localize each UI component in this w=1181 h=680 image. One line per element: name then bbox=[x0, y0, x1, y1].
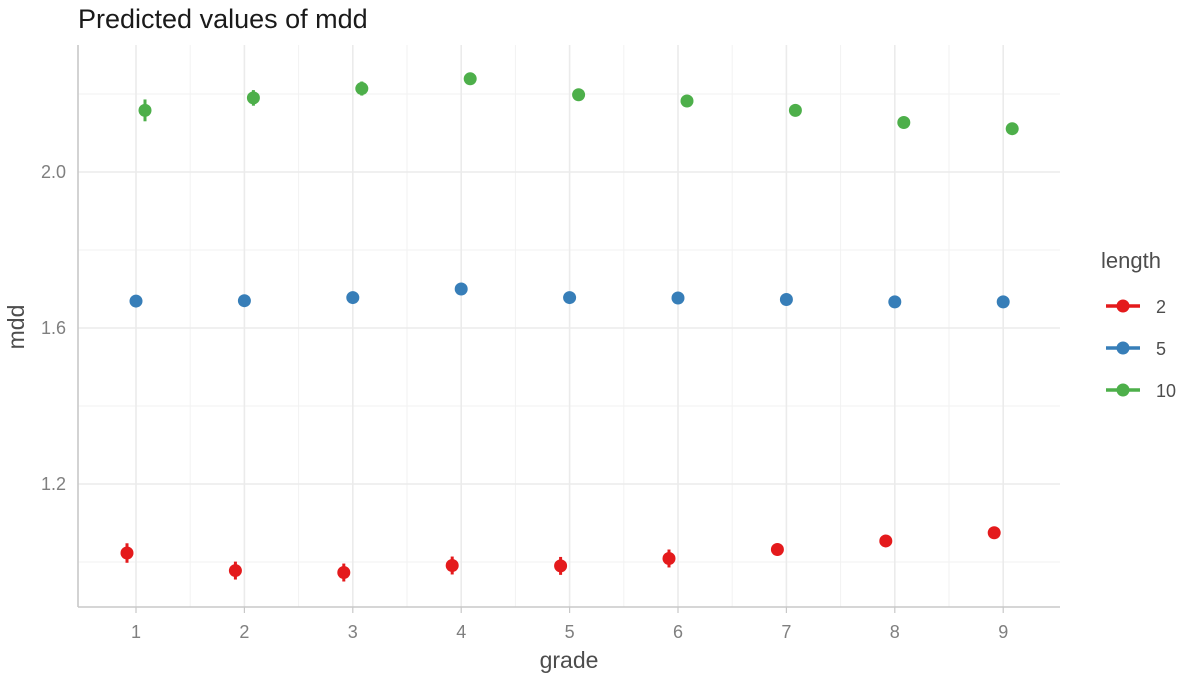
y-tick-label: 1.2 bbox=[41, 474, 66, 494]
legend-label: 10 bbox=[1156, 381, 1176, 401]
data-point bbox=[1005, 122, 1019, 136]
data-point bbox=[228, 564, 242, 578]
x-tick-label: 5 bbox=[565, 622, 575, 642]
legend-key-point bbox=[1116, 383, 1130, 397]
data-point bbox=[671, 291, 685, 305]
axes: 1.2 1.6 2.0 1 2 3 4 5 6 7 8 9 bbox=[41, 45, 1060, 642]
data-point bbox=[888, 295, 902, 309]
y-tick-label: 2.0 bbox=[41, 162, 66, 182]
x-tick-label: 7 bbox=[781, 622, 791, 642]
y-tick-label: 1.6 bbox=[41, 318, 66, 338]
x-tick-label: 4 bbox=[456, 622, 466, 642]
data-point bbox=[138, 103, 152, 117]
x-tick-label: 6 bbox=[673, 622, 683, 642]
legend-key-point bbox=[1116, 299, 1130, 313]
data-marks bbox=[120, 72, 1019, 582]
data-point bbox=[563, 291, 577, 305]
data-point bbox=[572, 88, 586, 102]
data-point bbox=[879, 534, 893, 548]
data-point bbox=[454, 282, 468, 296]
data-point bbox=[987, 526, 1001, 540]
x-tick-label: 9 bbox=[998, 622, 1008, 642]
y-axis-title: mdd bbox=[3, 305, 29, 350]
data-point bbox=[346, 291, 360, 305]
data-point bbox=[355, 82, 369, 96]
data-point bbox=[996, 295, 1010, 309]
legend-label: 2 bbox=[1156, 297, 1166, 317]
data-point bbox=[788, 103, 802, 117]
data-point bbox=[779, 293, 793, 307]
x-axis-title: grade bbox=[540, 647, 599, 673]
data-point bbox=[337, 566, 351, 580]
data-point bbox=[246, 91, 260, 105]
data-point bbox=[129, 294, 143, 308]
data-point bbox=[554, 559, 568, 573]
x-tick-label: 3 bbox=[348, 622, 358, 642]
data-point bbox=[662, 551, 676, 565]
data-point bbox=[237, 294, 251, 308]
data-point bbox=[680, 94, 694, 108]
chart-title: Predicted values of mdd bbox=[78, 4, 368, 34]
legend-key-point bbox=[1116, 341, 1130, 355]
data-point bbox=[770, 543, 784, 557]
legend: length 2 5 10 bbox=[1101, 248, 1176, 401]
x-tick-label: 1 bbox=[131, 622, 141, 642]
gridlines bbox=[78, 45, 1060, 607]
data-point bbox=[463, 72, 477, 86]
data-point bbox=[120, 546, 134, 560]
x-tick-label: 8 bbox=[890, 622, 900, 642]
data-point bbox=[445, 559, 459, 573]
legend-title: length bbox=[1101, 248, 1161, 273]
data-point bbox=[897, 115, 911, 129]
x-tick-label: 2 bbox=[239, 622, 249, 642]
legend-label: 5 bbox=[1156, 339, 1166, 359]
